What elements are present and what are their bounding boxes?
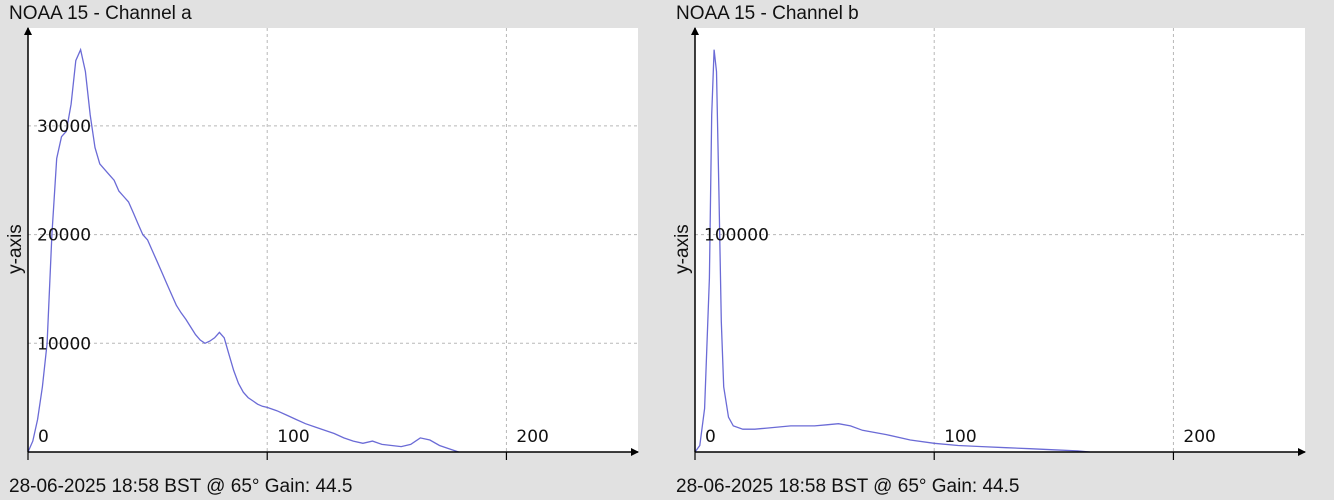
y-tick-label: 10000 (37, 334, 91, 354)
chart-panel-b: NOAA 15 - Channel b 0 100 200 100000 y-axis… (667, 0, 1334, 500)
x-axis-arrow (1298, 448, 1306, 456)
x-tick-label: 100 (944, 427, 976, 447)
x-tick-label: 0 (705, 427, 716, 447)
chart-footer: 28-06-2025 18:58 BST @ 65° Gain: 44.5 (676, 476, 1020, 497)
y-tick-label: 100000 (704, 226, 769, 246)
y-axis-label: y-axis (5, 224, 26, 274)
x-axis-arrow (631, 448, 639, 456)
y-axis-label: y-axis (672, 224, 693, 274)
plot-background (695, 28, 1305, 452)
chart-footer: 28-06-2025 18:58 BST @ 65° Gain: 44.5 (9, 476, 353, 497)
chart-title: NOAA 15 - Channel a (9, 3, 192, 24)
plot-background (28, 28, 638, 452)
x-tick-label: 0 (38, 427, 49, 447)
chart-title: NOAA 15 - Channel b (676, 3, 859, 24)
x-tick-label: 100 (277, 427, 309, 447)
y-axis-arrow (691, 27, 699, 35)
chart-plot-b: 0 100 200 100000 (691, 27, 1306, 460)
series-line (27, 47, 459, 453)
series-line (694, 49, 1090, 453)
y-axis-arrow (24, 27, 32, 35)
y-tick-label: 20000 (37, 226, 91, 246)
chart-panel-a: NOAA 15 - Channel a 0 100 200 10000 20000 300… (5, 3, 639, 497)
chart-plot-a: 0 100 200 10000 20000 30000 (24, 27, 639, 460)
y-tick-label: 30000 (37, 117, 91, 137)
x-tick-label: 200 (1183, 427, 1215, 447)
x-tick-label: 200 (516, 427, 548, 447)
